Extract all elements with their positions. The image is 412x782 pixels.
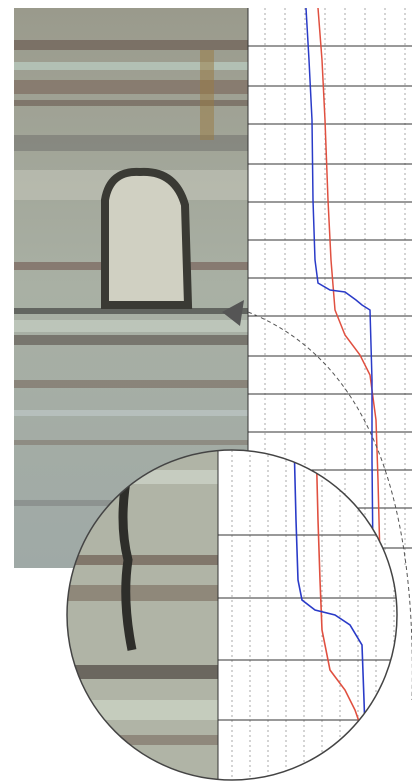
figure	[0, 0, 412, 782]
page	[0, 0, 412, 782]
